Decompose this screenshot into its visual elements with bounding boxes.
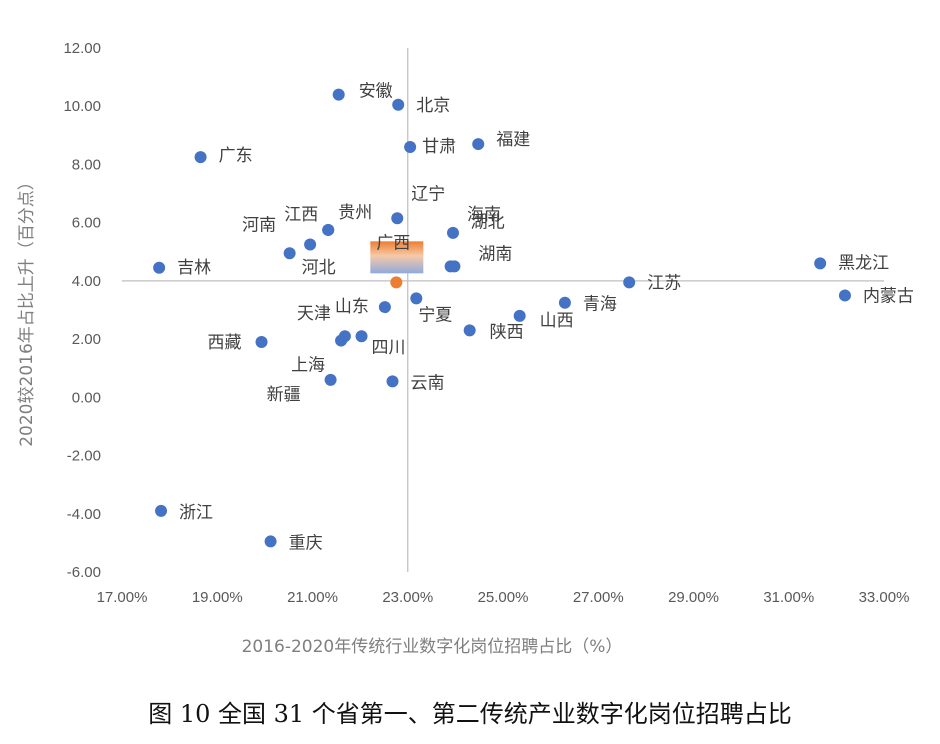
x-tick-label: 27.00% bbox=[573, 589, 624, 606]
point-label: 陕西 bbox=[490, 322, 524, 342]
point-label: 新疆 bbox=[267, 385, 301, 405]
data-point-highlight bbox=[390, 276, 403, 289]
y-axis-title: 2020较2016年占比上升（百分点） bbox=[17, 173, 37, 447]
x-tick-label: 19.00% bbox=[192, 589, 243, 606]
data-point bbox=[463, 324, 476, 337]
data-point bbox=[446, 226, 459, 239]
point-label: 江西 bbox=[284, 205, 318, 225]
point-label: 广西 bbox=[376, 233, 410, 253]
y-tick-label: 6.00 bbox=[72, 215, 101, 232]
point-label: 湖北 bbox=[471, 212, 505, 232]
point-label: 云南 bbox=[411, 373, 445, 393]
y-tick-label: -6.00 bbox=[67, 564, 101, 581]
data-point bbox=[322, 223, 335, 236]
point-label: 湖南 bbox=[478, 244, 512, 264]
y-tick-label: 12.00 bbox=[63, 40, 101, 57]
data-point bbox=[386, 375, 399, 388]
axes bbox=[122, 48, 884, 572]
point-label: 天津 bbox=[297, 304, 331, 324]
highlight-rect bbox=[370, 241, 424, 274]
figure-caption: 图 10 全国 31 个省第一、第二传统产业数字化岗位招聘占比 bbox=[148, 700, 792, 728]
data-point bbox=[335, 334, 348, 347]
point-label: 四川 bbox=[372, 338, 406, 358]
point-label: 西藏 bbox=[208, 333, 242, 353]
data-point bbox=[378, 301, 391, 314]
data-point bbox=[194, 151, 207, 164]
point-label: 甘肃 bbox=[422, 137, 456, 157]
x-tick-label: 31.00% bbox=[763, 589, 814, 606]
data-point bbox=[838, 289, 851, 302]
point-label: 山西 bbox=[540, 311, 574, 331]
y-tick-label: -2.00 bbox=[67, 448, 101, 465]
point-label: 重庆 bbox=[289, 533, 323, 553]
point-label: 上海 bbox=[291, 356, 325, 376]
data-point bbox=[155, 504, 168, 517]
y-tick-label: 0.00 bbox=[72, 389, 101, 406]
point-label: 吉林 bbox=[177, 258, 211, 278]
point-label: 河南 bbox=[242, 216, 276, 236]
data-point bbox=[404, 140, 417, 153]
scatter-chart: 17.00% 19.00% 21.00% 23.00% 25.00% 27.00% 29.0… bbox=[17, 40, 914, 657]
point-label: 辽宁 bbox=[411, 184, 445, 204]
x-tick-label: 25.00% bbox=[478, 589, 529, 606]
data-point bbox=[472, 138, 485, 151]
point-label: 内蒙古 bbox=[863, 286, 914, 306]
point-label: 贵州 bbox=[338, 203, 372, 223]
point-label: 福建 bbox=[496, 130, 530, 150]
point-label: 海南 bbox=[467, 205, 501, 225]
data-point bbox=[304, 238, 317, 251]
data-point bbox=[264, 535, 277, 548]
data-point bbox=[283, 247, 296, 260]
y-tick-label: -4.00 bbox=[67, 506, 101, 523]
point-label: 安徽 bbox=[359, 82, 393, 102]
x-tick-label: 29.00% bbox=[668, 589, 719, 606]
x-tick-label: 21.00% bbox=[287, 589, 338, 606]
point-label: 青海 bbox=[583, 295, 617, 315]
data-point bbox=[255, 336, 268, 349]
point-label: 北京 bbox=[416, 96, 450, 116]
y-tick-label: 8.00 bbox=[72, 156, 101, 173]
point-label: 河北 bbox=[302, 258, 336, 278]
point-label: 宁夏 bbox=[418, 305, 452, 325]
tick-labels: 17.00% 19.00% 21.00% 23.00% 25.00% 27.00% 29.0… bbox=[63, 40, 909, 606]
point-label: 浙江 bbox=[179, 503, 213, 523]
data-point bbox=[355, 330, 368, 343]
data-point bbox=[324, 373, 337, 386]
data-point bbox=[153, 261, 166, 274]
data-point bbox=[513, 309, 526, 322]
data-point bbox=[391, 212, 404, 225]
data-point bbox=[623, 276, 636, 289]
data-point bbox=[814, 257, 827, 270]
y-tick-label: 4.00 bbox=[72, 273, 101, 290]
data-point bbox=[410, 292, 423, 305]
point-label: 广东 bbox=[219, 146, 253, 166]
point-label: 江苏 bbox=[647, 273, 681, 293]
data-point bbox=[558, 296, 571, 309]
point-label: 山东 bbox=[335, 297, 369, 317]
x-tick-label: 23.00% bbox=[382, 589, 433, 606]
point-label: 黑龙江 bbox=[838, 253, 889, 273]
highlight-box bbox=[370, 241, 424, 274]
data-point bbox=[332, 88, 345, 101]
x-tick-label: 33.00% bbox=[859, 589, 910, 606]
data-point bbox=[448, 260, 461, 273]
y-tick-label: 2.00 bbox=[72, 331, 101, 348]
x-tick-label: 17.00% bbox=[97, 589, 148, 606]
data-points bbox=[153, 88, 851, 548]
data-point bbox=[392, 98, 405, 111]
x-axis-title: 2016-2020年传统行业数字化岗位招聘占比（%） bbox=[242, 637, 623, 657]
y-tick-label: 10.00 bbox=[63, 98, 101, 115]
